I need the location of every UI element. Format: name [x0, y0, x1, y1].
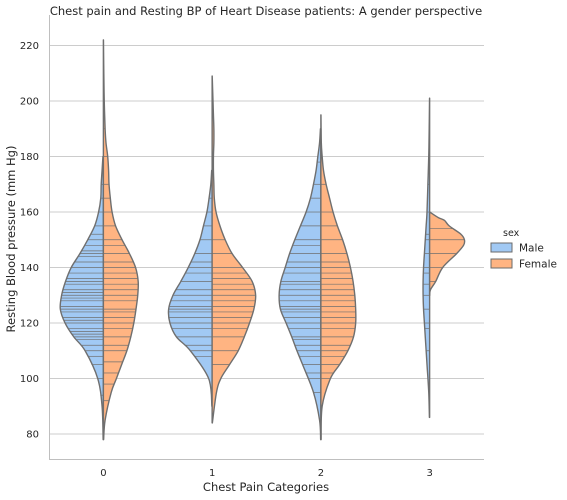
legend-swatch-male — [490, 242, 513, 253]
legend-title: sex — [503, 228, 520, 239]
x-axis-label: Chest Pain Categories — [203, 480, 329, 494]
axes — [49, 15, 484, 460]
legend-label-female: Female — [519, 259, 557, 271]
x-tick-label: 0 — [100, 468, 106, 479]
x-tick-label: 1 — [209, 468, 215, 479]
x-tick-label: 3 — [426, 468, 432, 479]
x-tick-label: 2 — [318, 468, 324, 479]
y-tick-label: 160 — [20, 208, 39, 219]
y-tick-label: 140 — [20, 263, 39, 274]
violin-body — [320, 114, 357, 441]
violin-body — [422, 97, 431, 419]
violin-female-cp1 — [211, 75, 257, 424]
y-axis-label: Resting Blood pressure (mm Hg) — [4, 146, 18, 333]
y-tick-label: 220 — [20, 41, 39, 52]
chart-title: Chest pain and Resting BP of Heart Disea… — [50, 4, 482, 18]
legend: sex Male Female — [490, 228, 557, 271]
y-tick-label: 200 — [20, 97, 39, 108]
y-tick-label: 180 — [20, 152, 39, 163]
violin-female-cp3 — [428, 211, 466, 296]
x-tick-labels: 0 1 2 3 — [100, 468, 433, 479]
violin-body — [211, 75, 257, 424]
y-tick-label: 80 — [26, 430, 39, 441]
legend-swatch-female — [490, 258, 513, 269]
y-tick-labels: 80 100 120 140 160 180 200 220 — [20, 41, 39, 441]
violin-body — [167, 169, 213, 407]
y-tick-label: 100 — [20, 374, 39, 385]
legend-label-male: Male — [519, 243, 544, 255]
violin-female-cp0 — [102, 39, 140, 441]
violin-female-cp2 — [320, 114, 357, 441]
violin-male-cp0 — [59, 155, 105, 441]
y-tick-label: 120 — [20, 319, 39, 330]
violin-male-cp3 — [422, 97, 431, 419]
violins — [59, 39, 466, 441]
violin-male-cp2 — [278, 128, 322, 441]
violin-male-cp1 — [167, 169, 213, 407]
